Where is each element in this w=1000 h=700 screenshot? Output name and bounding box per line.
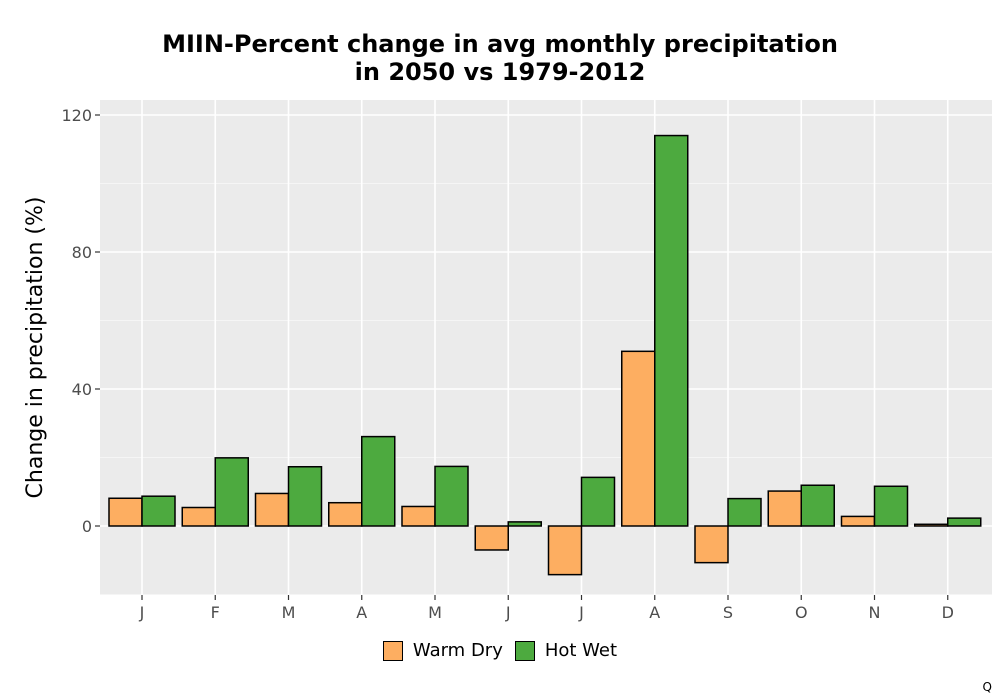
bar-warm-dry bbox=[621, 350, 656, 527]
bar-hot-wet bbox=[507, 521, 542, 527]
x-tick-label: M bbox=[282, 603, 296, 622]
bar-hot-wet bbox=[654, 134, 689, 527]
x-tick-label: S bbox=[723, 603, 733, 622]
legend-key-hot-wet bbox=[514, 640, 535, 661]
bar-warm-dry bbox=[474, 525, 509, 551]
y-axis-label: Change in precipitation (%) bbox=[23, 197, 48, 499]
bar-hot-wet bbox=[141, 495, 176, 527]
legend-key-warm-dry bbox=[382, 640, 403, 661]
chart-title-line-1: MIIN-Percent change in avg monthly preci… bbox=[162, 30, 838, 58]
bar-warm-dry bbox=[108, 497, 143, 527]
bar-warm-dry bbox=[181, 506, 216, 527]
bar-hot-wet bbox=[727, 497, 762, 527]
x-tick-label: A bbox=[649, 603, 660, 622]
x-tick-label: J bbox=[578, 603, 584, 622]
y-tick-label: 80 bbox=[72, 243, 92, 262]
legend-item-hot-wet: Hot Wet bbox=[514, 640, 618, 661]
x-tick-label: A bbox=[356, 603, 367, 622]
x-tick-label: J bbox=[505, 603, 511, 622]
bar-warm-dry bbox=[694, 525, 729, 564]
corner-mark: Q bbox=[982, 680, 992, 694]
bar-warm-dry bbox=[914, 523, 949, 527]
legend: Warm Dry Hot Wet bbox=[0, 640, 1000, 661]
bar-warm-dry bbox=[767, 490, 802, 527]
x-tick-label: N bbox=[869, 603, 881, 622]
y-tick-label: 120 bbox=[61, 106, 92, 125]
bar-warm-dry bbox=[254, 492, 290, 527]
y-tick-label: 40 bbox=[72, 380, 92, 399]
x-tick-label: M bbox=[428, 603, 442, 622]
bar-hot-wet bbox=[361, 435, 396, 527]
x-tick-label: J bbox=[139, 603, 145, 622]
bar-warm-dry bbox=[328, 501, 363, 527]
bar-warm-dry bbox=[401, 505, 436, 527]
legend-label-hot-wet: Hot Wet bbox=[544, 640, 618, 661]
legend-item-warm-dry: Warm Dry bbox=[382, 640, 503, 661]
bar-warm-dry bbox=[840, 515, 876, 527]
chart-title-line-2: in 2050 vs 1979-2012 bbox=[354, 58, 646, 86]
x-tick-label: F bbox=[211, 603, 220, 622]
bar-hot-wet bbox=[873, 485, 909, 527]
bar-hot-wet bbox=[800, 484, 835, 527]
bar-hot-wet bbox=[947, 517, 982, 527]
bar-warm-dry bbox=[547, 525, 583, 576]
bar-hot-wet bbox=[434, 465, 469, 527]
bar-hot-wet bbox=[287, 465, 323, 527]
bar-hot-wet bbox=[580, 476, 616, 527]
x-tick-label: O bbox=[795, 603, 808, 622]
legend-label-warm-dry: Warm Dry bbox=[412, 640, 503, 661]
bar-hot-wet bbox=[214, 457, 249, 527]
y-tick-label: 0 bbox=[82, 517, 92, 536]
x-tick-label: D bbox=[942, 603, 954, 622]
